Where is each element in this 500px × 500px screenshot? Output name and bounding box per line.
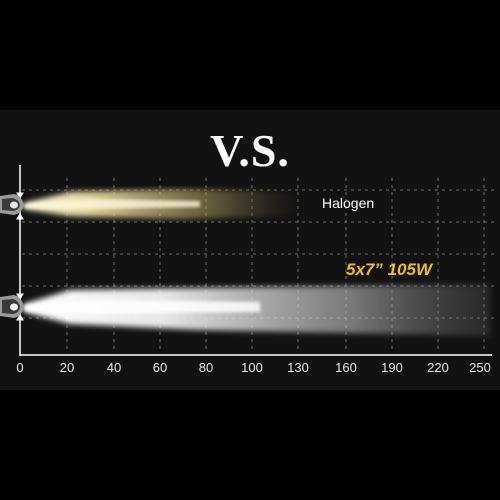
x-tick-label: 220: [427, 360, 449, 375]
halogen-label: Halogen: [322, 195, 375, 211]
x-tick-label: 40: [106, 360, 122, 375]
x-tick-label: 190: [381, 360, 403, 375]
led-label: 5x7” 105W: [346, 260, 432, 279]
x-tick-label: 250: [469, 360, 491, 375]
chart-background: [0, 110, 500, 390]
x-tick-label: 0: [16, 360, 24, 375]
x-tick-label: 160: [335, 360, 357, 375]
comparison-title: V.S.: [210, 125, 290, 176]
size-marker: [16, 186, 24, 327]
x-tick-label: 20: [59, 360, 75, 375]
car-headlight-icon: [0, 194, 24, 215]
x-tick-label: 130: [287, 360, 309, 375]
x-tick-label: 60: [152, 360, 168, 375]
x-tick-label: 100: [241, 360, 263, 375]
car-headlight-icon: [0, 295, 24, 318]
x-tick-label: 80: [198, 360, 214, 375]
